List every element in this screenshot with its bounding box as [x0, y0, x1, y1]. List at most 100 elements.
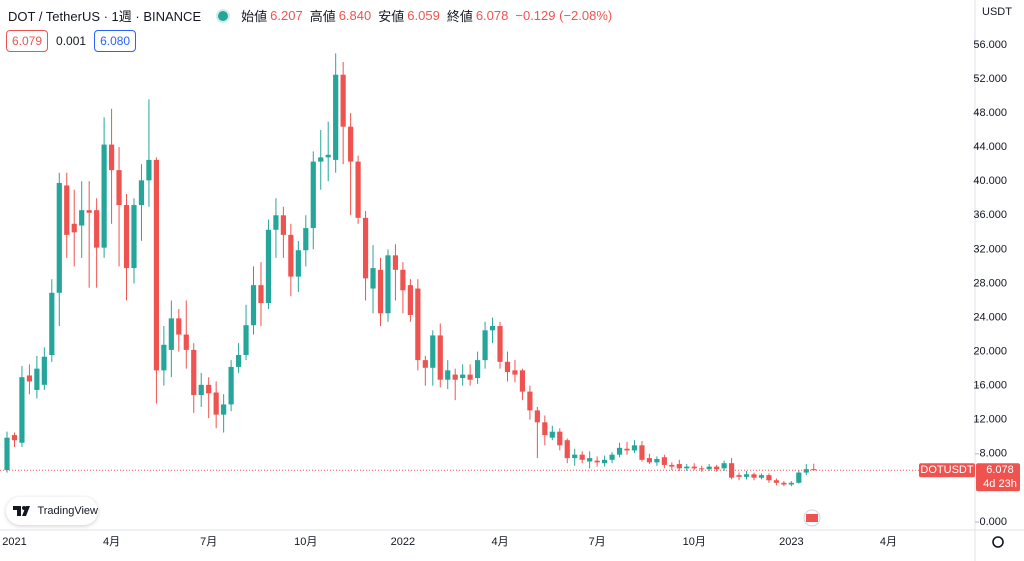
x-tick-label: 4月: [103, 536, 120, 548]
currency[interactable]: USDT: [982, 6, 1012, 18]
y-tick-label: 20.000: [973, 346, 1007, 358]
candle-body: [430, 335, 436, 368]
candle-body: [422, 360, 428, 368]
x-tick-label: 2022: [391, 536, 415, 548]
candle-body: [94, 210, 100, 248]
candle-body: [161, 344, 167, 371]
candle-body: [295, 250, 301, 277]
settings-icon[interactable]: [992, 536, 1004, 548]
value: 6.078: [475, 8, 509, 23]
price-tag-countdown: 4d 23h: [983, 478, 1017, 490]
candle-body: [49, 292, 55, 356]
candle-body: [751, 474, 757, 478]
y-tick-label: 56.000: [973, 39, 1007, 51]
candle-body: [437, 335, 443, 380]
event-flag: [806, 514, 818, 522]
candle-body: [265, 229, 272, 304]
candle-body: [609, 454, 615, 460]
candle-body: [781, 482, 787, 485]
candle-body: [333, 74, 339, 160]
candle-body: [370, 268, 376, 289]
candle-body: [460, 374, 466, 379]
candle-body: [482, 330, 488, 361]
candle-body: [86, 210, 92, 213]
candle-body: [288, 234, 294, 277]
candle-body: [714, 466, 720, 470]
x-tick-label: 2021: [2, 536, 26, 548]
candle-body: [71, 223, 77, 233]
candle-body: [191, 349, 197, 396]
candle-body: [758, 475, 765, 478]
candle-body: [221, 404, 227, 415]
candle-body: [549, 431, 555, 438]
candle-body: [676, 464, 682, 469]
candle-body: [26, 375, 33, 382]
candle-body: [699, 468, 705, 470]
x-tick-label: 7月: [589, 536, 606, 548]
candle-body: [198, 384, 204, 396]
x-tick-label: 4月: [880, 536, 897, 548]
candle-body: [527, 391, 533, 411]
candle-body: [796, 472, 802, 483]
candle-body: [489, 326, 496, 331]
y-tick-label: 12.000: [973, 414, 1007, 426]
logo[interactable]: TradingView: [6, 497, 98, 525]
candle-body: [721, 463, 727, 469]
candle-body: [773, 480, 780, 483]
candle-body: [280, 215, 286, 235]
candle-body: [206, 384, 212, 394]
candle-body: [250, 285, 257, 326]
candle-body: [512, 370, 518, 375]
candle-body: [228, 366, 234, 405]
candle-body: [475, 360, 481, 379]
candle-body: [303, 228, 309, 251]
buy-button[interactable]: 6.080: [94, 30, 137, 52]
candle-body: [146, 159, 152, 181]
candle-body: [153, 159, 159, 371]
candle-body: [258, 285, 264, 304]
candle-body: [519, 370, 526, 392]
candle-body: [4, 437, 10, 471]
x-tick-label: 2023: [779, 536, 803, 548]
y-tick-label: 40.000: [973, 175, 1007, 187]
y-tick-label: 0.000: [979, 516, 1007, 528]
candle-body: [736, 475, 742, 477]
candle-body: [138, 180, 145, 206]
candle-body: [415, 288, 421, 361]
candle-body: [564, 440, 570, 459]
candle-body: [273, 215, 279, 230]
symbol[interactable]: DOT / TetherUS · 1週 · BINANCE: [8, 9, 202, 24]
sell-button[interactable]: 6.079: [6, 30, 49, 52]
candle-body: [594, 460, 600, 463]
y-tick-label: 28.000: [973, 277, 1007, 289]
candle-body: [766, 475, 772, 481]
candle-body: [811, 469, 817, 471]
candle-body: [452, 374, 458, 380]
x-tick-label: 4月: [491, 536, 508, 548]
candle-body: [348, 126, 354, 162]
candle-body: [19, 377, 25, 443]
value: 6.059: [407, 8, 440, 23]
spread: 0.001: [56, 34, 87, 48]
change: −0.129 (−2.08%): [515, 8, 613, 23]
price-tag-symbol: DOTUSDT: [920, 464, 973, 476]
label: 高値: [309, 9, 336, 24]
marks: [4, 53, 817, 487]
candle-body: [445, 370, 451, 380]
legend: DOT / TetherUS · 1週 · BINANCE 始値 6.207 高値…: [8, 6, 616, 25]
y-tick-label: 32.000: [973, 243, 1007, 255]
candle-body: [587, 458, 593, 462]
candle-body: [497, 326, 503, 362]
candle-body: [572, 454, 578, 459]
candle-body: [639, 445, 645, 460]
candle-body: [108, 144, 115, 171]
candle-body: [101, 144, 107, 248]
candle-body: [534, 410, 540, 423]
candle-body: [385, 255, 391, 314]
price-tag-value: 6.078: [986, 464, 1014, 476]
candle-body: [616, 447, 623, 455]
candle-body: [654, 458, 660, 463]
label: 安値: [378, 9, 405, 24]
